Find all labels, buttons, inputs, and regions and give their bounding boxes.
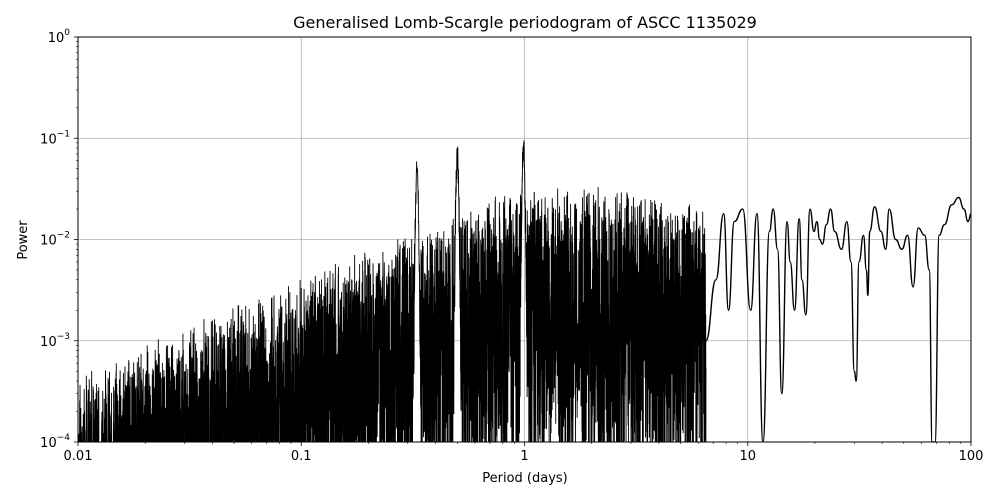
y-tick-label: 10−1	[40, 129, 70, 147]
periodogram-line-short-period	[78, 140, 707, 442]
x-tick-label: 1	[520, 449, 528, 464]
y-axis-label: Power	[16, 220, 31, 260]
x-tick-label: 0.1	[291, 449, 312, 464]
tick-layer: 0.01 0.1 1 10 100 10−4 10−3 10−2 10−1 100	[40, 28, 983, 464]
y-tick-label: 10−4	[40, 433, 70, 451]
periodogram-line-long-period	[705, 196, 971, 442]
y-tick-label: 10−2	[40, 231, 70, 249]
data-layer	[78, 140, 971, 442]
x-tick-label: 0.01	[64, 449, 93, 464]
y-tick-label: 100	[48, 28, 71, 46]
x-tick-label: 10	[739, 449, 756, 464]
y-tick-label: 10−3	[40, 332, 70, 350]
chart-title: Generalised Lomb-Scargle periodogram of …	[293, 13, 757, 32]
x-tick-label: 100	[959, 449, 984, 464]
x-axis-label: Period (days)	[482, 471, 568, 486]
